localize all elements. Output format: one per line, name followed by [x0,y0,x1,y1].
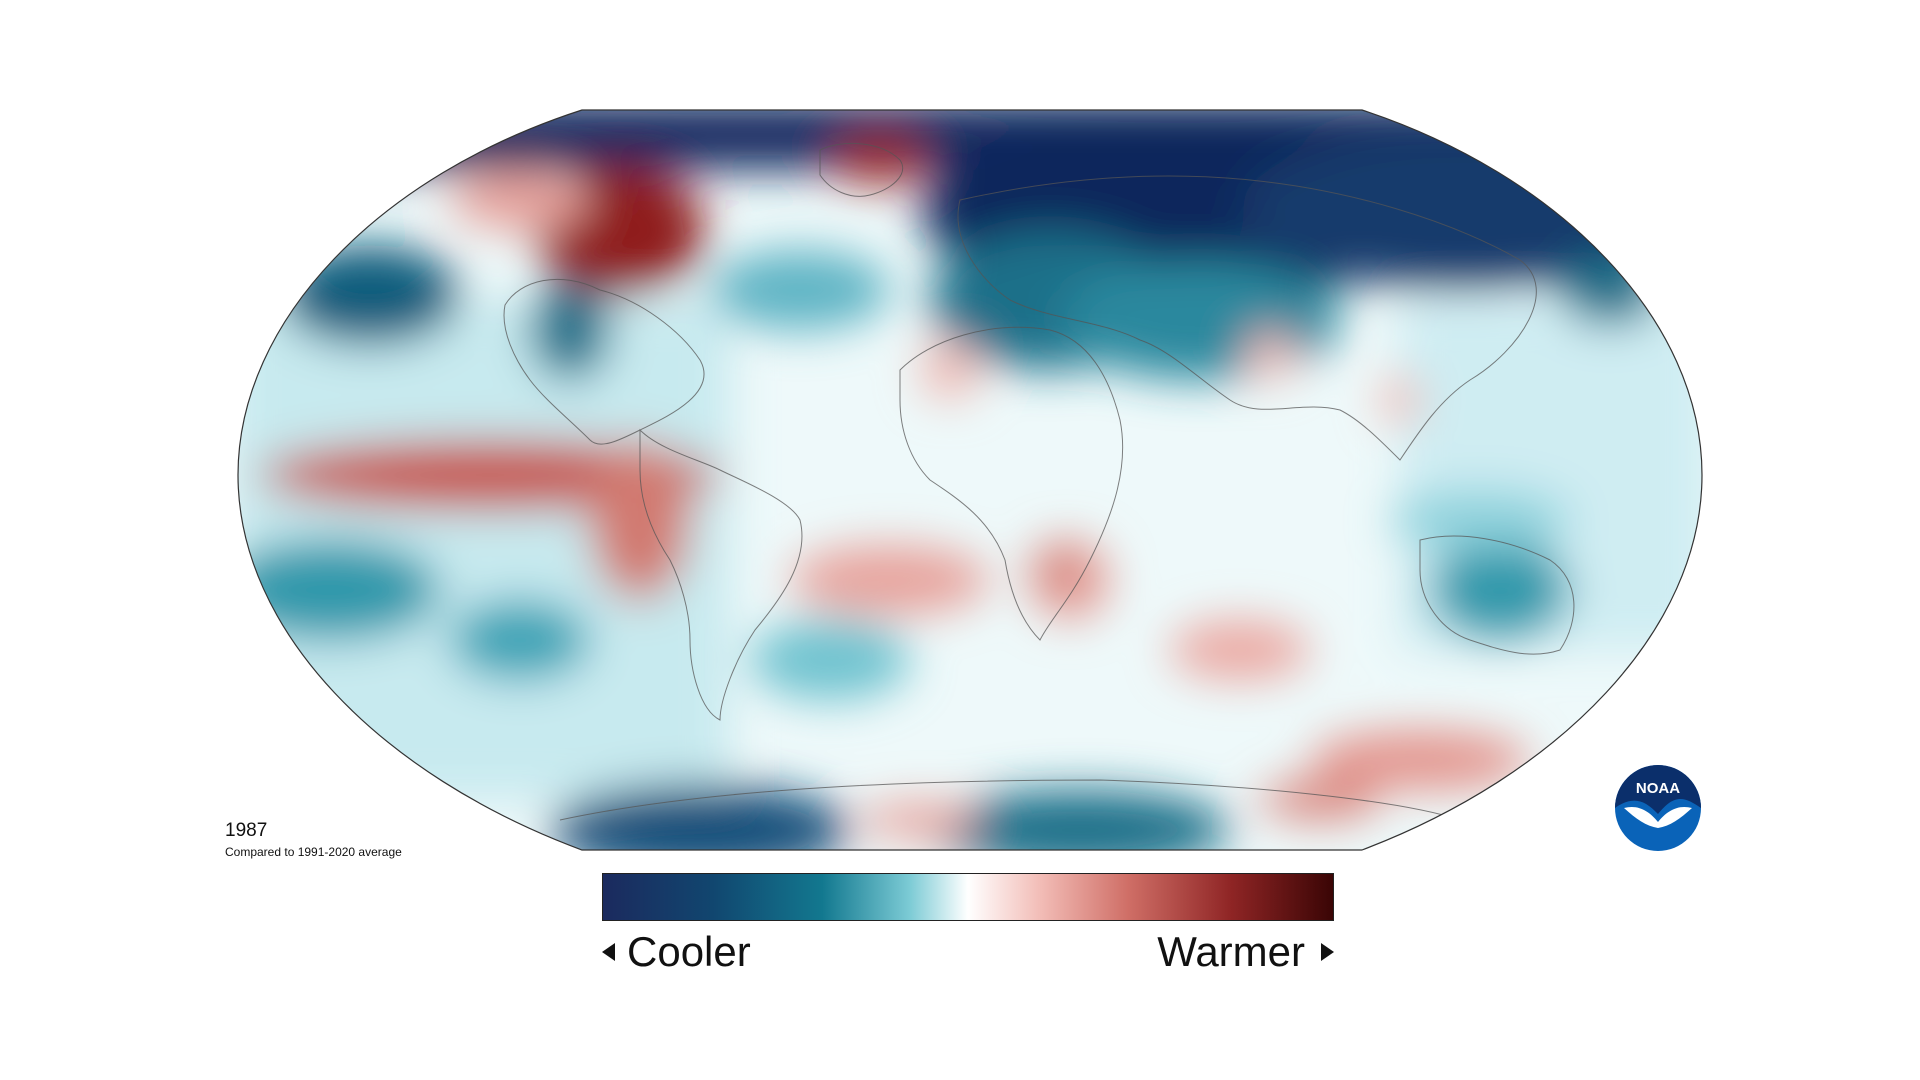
baseline-subtitle: Compared to 1991-2020 average [225,845,402,859]
legend-labels: Cooler Warmer [602,928,1334,978]
color-scale-gradient [603,874,1333,920]
cooler-label: Cooler [627,928,751,975]
coastlines [503,142,1575,821]
globe-fill [238,110,1702,850]
globe-outline [237,109,1703,851]
cooler-legend: Cooler [602,928,751,976]
noaa-logo-text: NOAA [1636,780,1680,797]
right-arrow-icon [1321,943,1334,961]
year-label: 1987 [225,820,268,841]
warmer-label: Warmer [1157,928,1305,975]
color-scale-bar [602,873,1334,921]
left-arrow-icon [602,943,615,961]
noaa-logo-icon: NOAA [1614,764,1702,852]
warmer-legend: Warmer [1157,928,1334,976]
